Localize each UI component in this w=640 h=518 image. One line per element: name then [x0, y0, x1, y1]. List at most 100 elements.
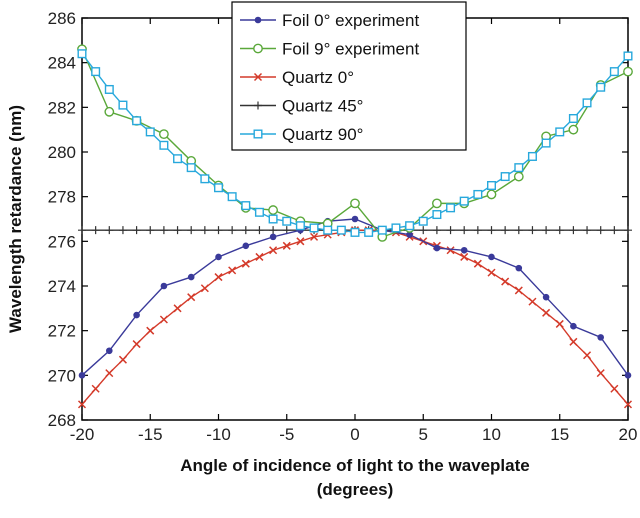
y-tick-label: 282 [48, 98, 76, 117]
data-point [487, 226, 496, 235]
series-line [81, 229, 629, 405]
data-point [91, 67, 101, 77]
data-point [187, 293, 196, 302]
x-tick-label: -5 [279, 425, 294, 444]
data-point [569, 337, 578, 346]
data-point [351, 215, 359, 223]
data-point [610, 226, 619, 235]
data-point [431, 198, 442, 209]
data-point [159, 226, 168, 235]
data-point [500, 172, 510, 182]
data-point [241, 226, 250, 235]
data-point [542, 226, 551, 235]
data-point [460, 226, 469, 235]
data-point [105, 369, 114, 378]
legend-box [231, 1, 467, 151]
data-point [173, 154, 183, 164]
data-point [227, 192, 237, 202]
x-tick-label: -15 [138, 425, 163, 444]
data-point [473, 189, 483, 199]
data-point [501, 226, 510, 235]
data-point [596, 226, 605, 235]
legend-label: Foil 0° experiment [282, 11, 419, 30]
data-point [350, 227, 360, 237]
legend-swatch-marker [253, 72, 263, 82]
data-point [159, 140, 169, 150]
y-tick-label: 278 [48, 188, 76, 207]
series-foil-0-experiment [78, 215, 632, 379]
y-tick-label: 268 [48, 411, 76, 430]
data-point [391, 223, 401, 233]
data-point [623, 51, 633, 61]
y-tick-label: 280 [48, 143, 76, 162]
data-point [432, 210, 442, 220]
series-layer [77, 44, 633, 409]
y-tick-label: 284 [48, 54, 76, 73]
data-point [418, 216, 428, 226]
data-point [200, 174, 210, 184]
data-point [486, 189, 497, 200]
data-point [473, 226, 482, 235]
data-point [555, 127, 565, 137]
data-point [241, 259, 250, 268]
data-point [528, 226, 537, 235]
data-point [269, 233, 277, 241]
legend-item: Foil 0° experiment [240, 11, 419, 30]
x-tick-label: 20 [619, 425, 638, 444]
data-point [596, 82, 606, 92]
data-point [200, 284, 209, 293]
data-point [596, 369, 605, 378]
data-point [364, 227, 374, 237]
data-point [77, 400, 87, 409]
data-point [282, 241, 291, 250]
data-point [527, 151, 537, 161]
data-point [214, 273, 223, 282]
data-point [133, 311, 140, 319]
data-point [91, 384, 100, 393]
data-point [173, 226, 182, 235]
y-tick-label: 286 [48, 9, 76, 28]
x-tick-label: 5 [419, 425, 428, 444]
data-point [269, 246, 278, 255]
data-point [268, 214, 278, 224]
data-point [446, 246, 455, 255]
data-point [269, 226, 278, 235]
data-point [513, 171, 524, 182]
data-point [488, 253, 495, 261]
legend-swatch-marker [254, 16, 262, 24]
legend-swatch-marker [254, 101, 262, 110]
data-point [432, 226, 441, 235]
data-point [377, 225, 387, 235]
data-point [104, 106, 115, 117]
legend-swatch-marker [253, 43, 263, 54]
data-point [106, 347, 113, 355]
y-tick-label: 274 [48, 277, 76, 296]
data-point [582, 98, 592, 108]
data-point [569, 226, 578, 235]
data-point [405, 221, 415, 231]
data-point [433, 244, 441, 252]
data-point [200, 226, 209, 235]
data-point [159, 315, 168, 324]
data-point [78, 226, 86, 235]
data-point [446, 226, 455, 235]
y-tick-label: 276 [48, 232, 76, 251]
data-point [309, 223, 319, 233]
data-point [350, 198, 360, 209]
data-point [583, 226, 592, 235]
data-point [118, 100, 128, 110]
data-point [145, 127, 155, 137]
data-point [623, 400, 633, 409]
series-quartz-0 [77, 226, 633, 409]
legend: Foil 0° experiment Foil 9° experiment Quar… [231, 1, 467, 151]
data-point [173, 304, 182, 313]
data-point [555, 226, 564, 235]
legend-label: Quartz 45° [282, 97, 363, 116]
data-point [460, 252, 469, 261]
data-point [105, 226, 114, 235]
legend-label: Foil 9° experiment [282, 40, 419, 59]
data-point [118, 355, 127, 364]
data-point [514, 226, 523, 235]
data-point [501, 277, 510, 286]
